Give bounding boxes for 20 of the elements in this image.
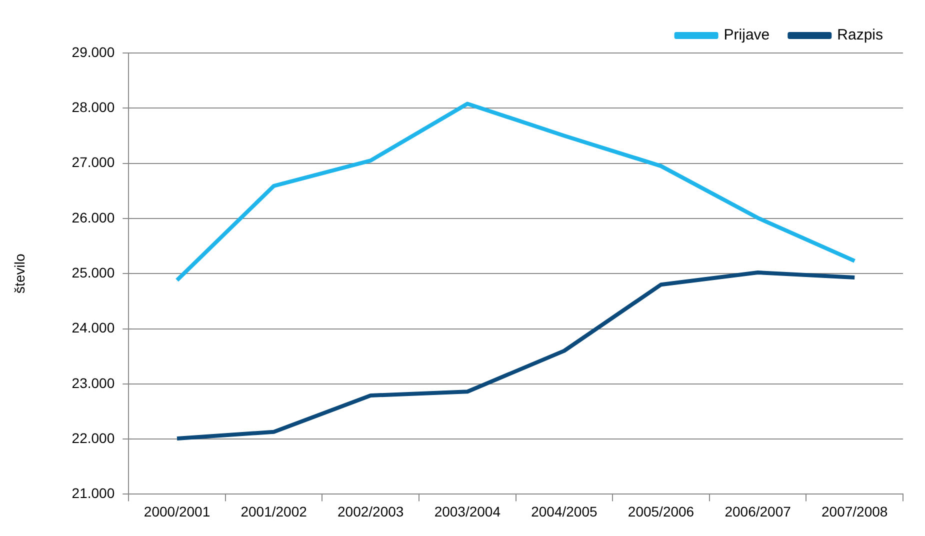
x-tick-label: 2003/2004 <box>434 503 501 520</box>
y-tick-label: 22.000 <box>72 430 115 446</box>
y-tick-label: 28.000 <box>72 99 115 116</box>
y-tick-label: 27.000 <box>72 154 115 170</box>
legend-label: Prijave <box>724 26 770 44</box>
legend-label: Razpis <box>837 26 884 44</box>
x-tick-label: 2004/2005 <box>531 503 598 520</box>
x-tick-label: 2000/2001 <box>144 503 210 520</box>
x-tick-label: 2001/2002 <box>240 503 308 520</box>
y-tick-label: 25.000 <box>72 264 115 280</box>
y-tick-label: 21.000 <box>72 485 115 502</box>
y-tick-label: 26.000 <box>72 209 115 226</box>
x-tick-label: 2005/2006 <box>628 503 694 520</box>
x-tick-label: 2007/2008 <box>822 503 888 520</box>
y-tick-label: 24.000 <box>72 320 115 336</box>
y-tick-label: 23.000 <box>72 374 115 391</box>
x-tick-label: 2006/2007 <box>724 503 792 520</box>
y-axis-title: število <box>11 254 28 294</box>
y-tick-label: 29.000 <box>72 44 115 60</box>
x-tick-label: 2002/2003 <box>338 503 404 520</box>
